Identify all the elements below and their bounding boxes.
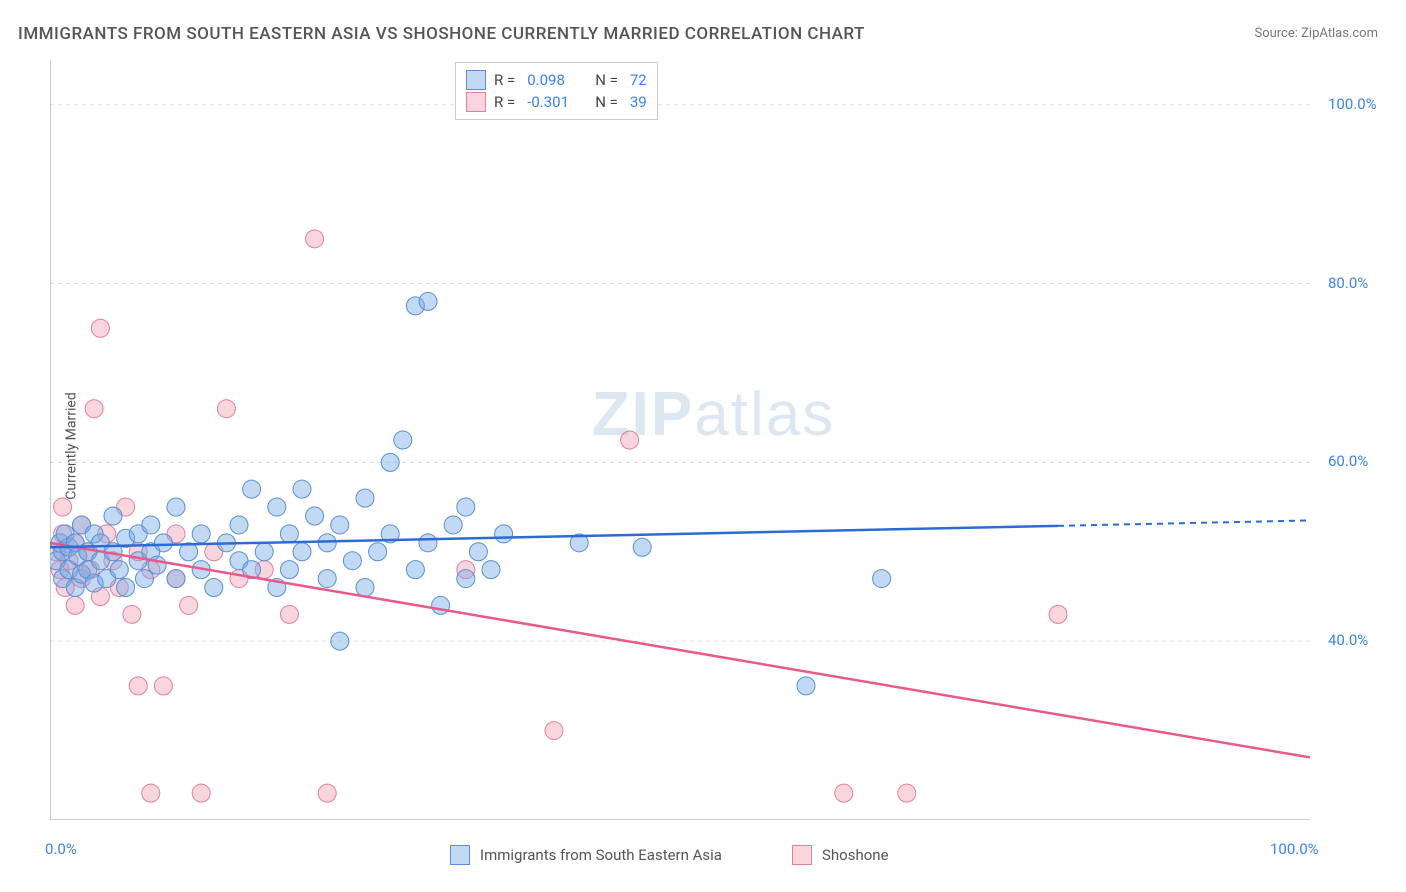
scatter-point — [419, 292, 437, 310]
scatter-point — [306, 507, 324, 525]
scatter-point — [142, 784, 160, 802]
scatter-point — [432, 596, 450, 614]
legend-swatch — [466, 92, 486, 112]
y-tick-label: 100.0% — [1328, 95, 1377, 113]
scatter-point — [835, 784, 853, 802]
legend-row: R = 0.098 N = 72 — [466, 69, 647, 91]
scatter-point — [180, 596, 198, 614]
chart-title: IMMIGRANTS FROM SOUTH EASTERN ASIA VS SH… — [18, 24, 865, 44]
legend-n-value: 39 — [630, 91, 647, 113]
scatter-point — [545, 722, 563, 740]
scatter-point — [192, 784, 210, 802]
scatter-point — [873, 570, 891, 588]
scatter-point — [268, 498, 286, 516]
scatter-point — [356, 579, 374, 597]
y-tick-label: 40.0% — [1328, 631, 1368, 649]
scatter-point — [280, 605, 298, 623]
scatter-point — [91, 319, 109, 337]
scatter-point — [356, 489, 374, 507]
legend-row: R = -0.301 N = 39 — [466, 91, 647, 113]
trend-line-dashed — [1058, 520, 1310, 525]
scatter-point — [343, 552, 361, 570]
scatter-point — [369, 543, 387, 561]
scatter-point — [457, 570, 475, 588]
scatter-point — [167, 570, 185, 588]
legend-swatch — [792, 845, 812, 865]
series-legend-item: Shoshone — [792, 845, 889, 865]
scatter-point — [110, 561, 128, 579]
scatter-point — [154, 677, 172, 695]
y-tick-label: 80.0% — [1328, 274, 1368, 292]
scatter-point — [633, 538, 651, 556]
scatter-point — [142, 516, 160, 534]
scatter-point — [394, 431, 412, 449]
scatter-point — [66, 596, 84, 614]
legend-r-value: -0.301 — [527, 91, 587, 113]
series-legend-item: Immigrants from South Eastern Asia — [450, 845, 722, 865]
scatter-point — [318, 784, 336, 802]
legend-swatch — [466, 70, 486, 90]
scatter-point — [381, 453, 399, 471]
scatter-point — [444, 516, 462, 534]
x-tick-label: 0.0% — [45, 840, 77, 858]
scatter-point — [280, 561, 298, 579]
scatter-point — [255, 543, 273, 561]
source-link[interactable]: ZipAtlas.com — [1301, 26, 1378, 41]
scatter-point — [331, 632, 349, 650]
series-name: Immigrants from South Eastern Asia — [480, 846, 722, 864]
scatter-point — [205, 579, 223, 597]
legend-r-value: 0.098 — [527, 69, 587, 91]
series-name: Shoshone — [822, 846, 889, 864]
scatter-point — [457, 498, 475, 516]
correlation-legend: R = 0.098 N = 72 R = -0.301 N = 39 — [455, 62, 658, 120]
source-label: Source: ZipAtlas.com — [1254, 26, 1378, 41]
scatter-point — [104, 507, 122, 525]
scatter-point — [482, 561, 500, 579]
scatter-point — [136, 570, 154, 588]
y-tick-label: 60.0% — [1328, 452, 1368, 470]
scatter-point — [243, 480, 261, 498]
x-tick-label: 100.0% — [1270, 840, 1319, 858]
scatter-point — [293, 480, 311, 498]
legend-n-label: N = — [595, 69, 618, 91]
scatter-point — [318, 534, 336, 552]
scatter-point — [54, 498, 72, 516]
scatter-point — [1049, 605, 1067, 623]
scatter-point — [621, 431, 639, 449]
scatter-point — [419, 534, 437, 552]
source-prefix: Source: — [1254, 26, 1301, 41]
scatter-point — [217, 400, 235, 418]
scatter-point — [797, 677, 815, 695]
scatter-point — [318, 570, 336, 588]
scatter-point — [898, 784, 916, 802]
scatter-point — [293, 543, 311, 561]
legend-swatch — [450, 845, 470, 865]
scatter-point — [117, 579, 135, 597]
legend-n-label: N = — [595, 91, 618, 113]
scatter-point — [85, 400, 103, 418]
scatter-point — [469, 543, 487, 561]
trend-line — [50, 543, 1310, 758]
scatter-point — [280, 525, 298, 543]
scatter-point — [306, 230, 324, 248]
scatter-point — [331, 516, 349, 534]
scatter-point — [154, 534, 172, 552]
scatter-point — [495, 525, 513, 543]
scatter-point — [129, 677, 147, 695]
legend-r-label: R = — [494, 91, 515, 113]
legend-r-label: R = — [494, 69, 515, 91]
scatter-point — [230, 516, 248, 534]
scatter-point — [406, 561, 424, 579]
scatter-point — [167, 498, 185, 516]
scatter-point — [192, 525, 210, 543]
scatter-plot — [50, 60, 1310, 820]
legend-n-value: 72 — [630, 69, 647, 91]
scatter-point — [123, 605, 141, 623]
